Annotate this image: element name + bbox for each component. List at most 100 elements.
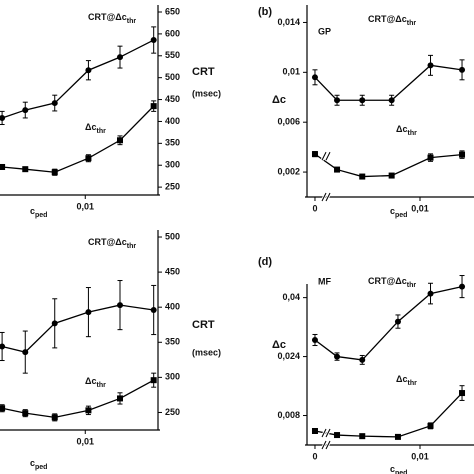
marker [334,432,341,439]
series-line [314,64,463,101]
marker [388,97,395,104]
series-line [1,39,154,119]
y-tick-label: 0,04 [282,292,300,302]
x-axis-label: cped [30,458,47,470]
annotation-main: Δc [396,374,407,384]
marker [150,37,157,44]
y-axis-unit: (msec) [192,347,221,357]
series-line [314,153,463,178]
marker [22,410,29,417]
marker [359,433,366,440]
axis-break [321,192,327,202]
marker [85,67,92,74]
x-tick-label: 0 [312,451,317,461]
marker [85,407,92,414]
marker [150,307,157,313]
marker [359,356,366,363]
y-tick-label: 0,008 [277,410,300,420]
annotation: CRT@Δcthr [88,237,136,249]
panel-name: GP [318,26,331,36]
marker [51,320,58,327]
y-tick-label: 0,014 [277,17,300,27]
series-line [314,285,463,361]
axis-break [321,151,327,161]
x-tick-label: 0,01 [411,451,429,461]
y-tick-label: 650 [165,6,180,16]
marker [22,107,29,114]
y-tick-label: 450 [165,266,180,276]
marker [459,390,466,397]
marker [459,66,466,73]
y-axis-label: Δc [272,339,286,351]
annotation-sub: thr [96,382,106,389]
annotation-main: Δc [85,122,96,132]
annotation-sub: thr [127,18,137,25]
y-tick-label: 300 [165,160,180,170]
annotation-main: CRT@Δc [368,14,407,24]
y-axis-unit: (msec) [192,88,221,98]
x-tick-label: 0 [312,203,317,213]
marker [334,97,341,104]
annotation-sub: thr [127,243,137,250]
series-line [1,379,154,419]
marker [22,349,29,356]
series-line [314,392,463,438]
marker [311,151,318,158]
y-axis-label: CRT [192,319,215,331]
panel-label: (d) [258,256,272,268]
series-line [1,304,154,353]
x-axis-label: cped [390,464,407,474]
marker [334,353,341,360]
y-tick-label: 600 [165,28,180,38]
y-tick-label: 400 [165,302,180,312]
x-tick-label: 0,01 [411,203,429,213]
y-tick-label: 300 [165,372,180,382]
axis-break [325,192,331,202]
marker [427,62,434,69]
marker [0,405,6,412]
marker [51,414,58,421]
x-axis-label-main: c [390,206,395,216]
x-axis-label: cped [390,206,407,218]
annotation-main: CRT@Δc [88,237,127,247]
marker [427,290,434,297]
x-axis-label-main: c [30,458,35,468]
marker [22,166,29,173]
marker [359,173,366,180]
marker [334,166,341,173]
annotation-main: Δc [396,124,407,134]
panel-name: MF [318,276,331,286]
y-axis-label: Δc [272,94,286,106]
y-tick-label: 0,024 [277,351,300,361]
marker [150,377,157,384]
marker [51,169,58,176]
annotation: Δcthr [85,376,106,388]
annotation-sub: thr [407,380,417,387]
axis-break [321,428,327,438]
annotation: Δcthr [396,124,417,136]
annotation-sub: thr [96,128,106,135]
annotation-main: Δc [85,376,96,386]
x-axis-label-sub: ped [395,212,407,219]
marker [51,100,58,107]
marker [459,151,466,158]
annotation-sub: thr [407,20,417,27]
annotation: CRT@Δcthr [368,276,416,288]
x-axis-label-sub: ped [35,464,47,471]
y-tick-label: 0,01 [282,67,300,77]
marker [85,155,92,162]
marker [427,422,434,429]
marker [0,163,6,170]
marker [0,343,6,350]
annotation: Δcthr [85,122,106,134]
axis-break [325,151,331,161]
y-tick-label: 400 [165,116,180,126]
y-tick-label: 350 [165,138,180,148]
x-axis-label-sub: ped [35,212,47,219]
y-tick-label: 450 [165,94,180,104]
annotation-main: CRT@Δc [368,276,407,286]
y-tick-label: 250 [165,181,180,191]
marker [427,154,434,161]
axis-break [321,440,327,450]
